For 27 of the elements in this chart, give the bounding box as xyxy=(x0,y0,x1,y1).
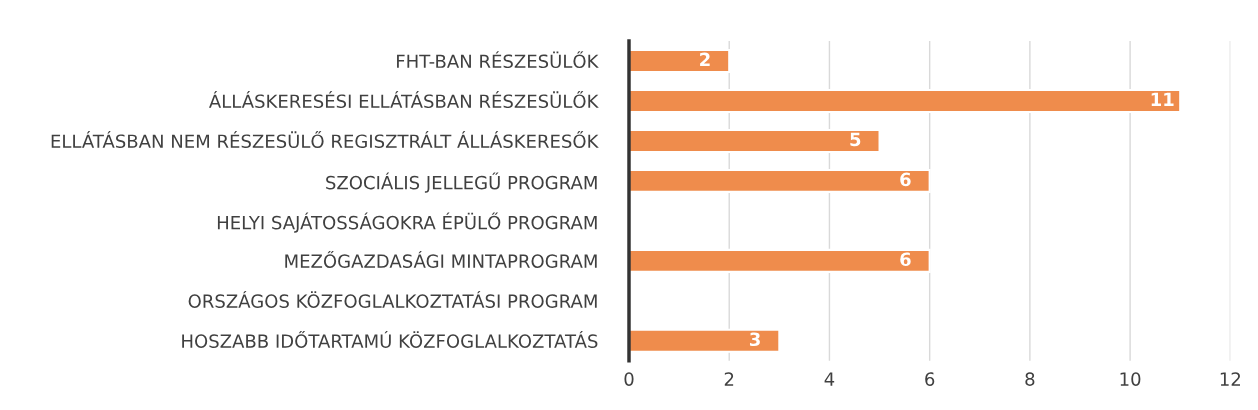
bar xyxy=(629,168,931,193)
data-label: 11 xyxy=(1151,92,1174,106)
y-tick-label: MEZŐGAZDASÁGI MINTAPROGRAM xyxy=(285,251,597,268)
x-tick-label: 6 xyxy=(925,372,935,386)
data-label: 3 xyxy=(749,332,760,347)
x-tick-label: 0 xyxy=(624,372,634,386)
y-tick-label: ELLÁTÁSBAN NEM RÉSZESÜLŐ REGISZTRÁLT ÁLLÁSKERESŐK xyxy=(51,131,599,149)
x-tick-label: 12 xyxy=(1220,372,1240,386)
data-label: 6 xyxy=(900,172,911,187)
y-tick-label: ÁLLÁSKERESÉSI ELLÁTÁSBAN RÉSZESÜLŐK xyxy=(208,91,599,109)
bar xyxy=(629,88,1182,113)
y-tick-label: FHT-BAN RÉSZESÜLŐK xyxy=(397,51,599,69)
bar xyxy=(629,328,781,353)
bar xyxy=(629,48,731,74)
y-tick-label: SZOCIÁLIS JELLEGŰ PROGRAM xyxy=(326,172,597,193)
x-tick-label: 4 xyxy=(824,372,835,386)
data-label: 6 xyxy=(900,252,911,267)
bar xyxy=(629,248,931,273)
y-tick-label: HELYI SAJÁTOSSÁGOKRA ÉPÜLŐ PROGRAM xyxy=(217,212,597,233)
y-tick-label: HOSZABB IDŐTARTAMÚ KÖZFOGLALKOZTATÁS xyxy=(182,330,598,348)
x-tick-label: 10 xyxy=(1120,372,1141,386)
y-tick-label: ORSZÁGOS KÖZFOGLALKOZTATÁSI PROGRAM xyxy=(188,290,597,308)
bar xyxy=(629,128,881,153)
data-label: 5 xyxy=(850,132,861,147)
x-tick-label: 8 xyxy=(1025,372,1035,386)
data-label: 2 xyxy=(700,52,710,66)
x-tick-label: 2 xyxy=(724,372,734,386)
